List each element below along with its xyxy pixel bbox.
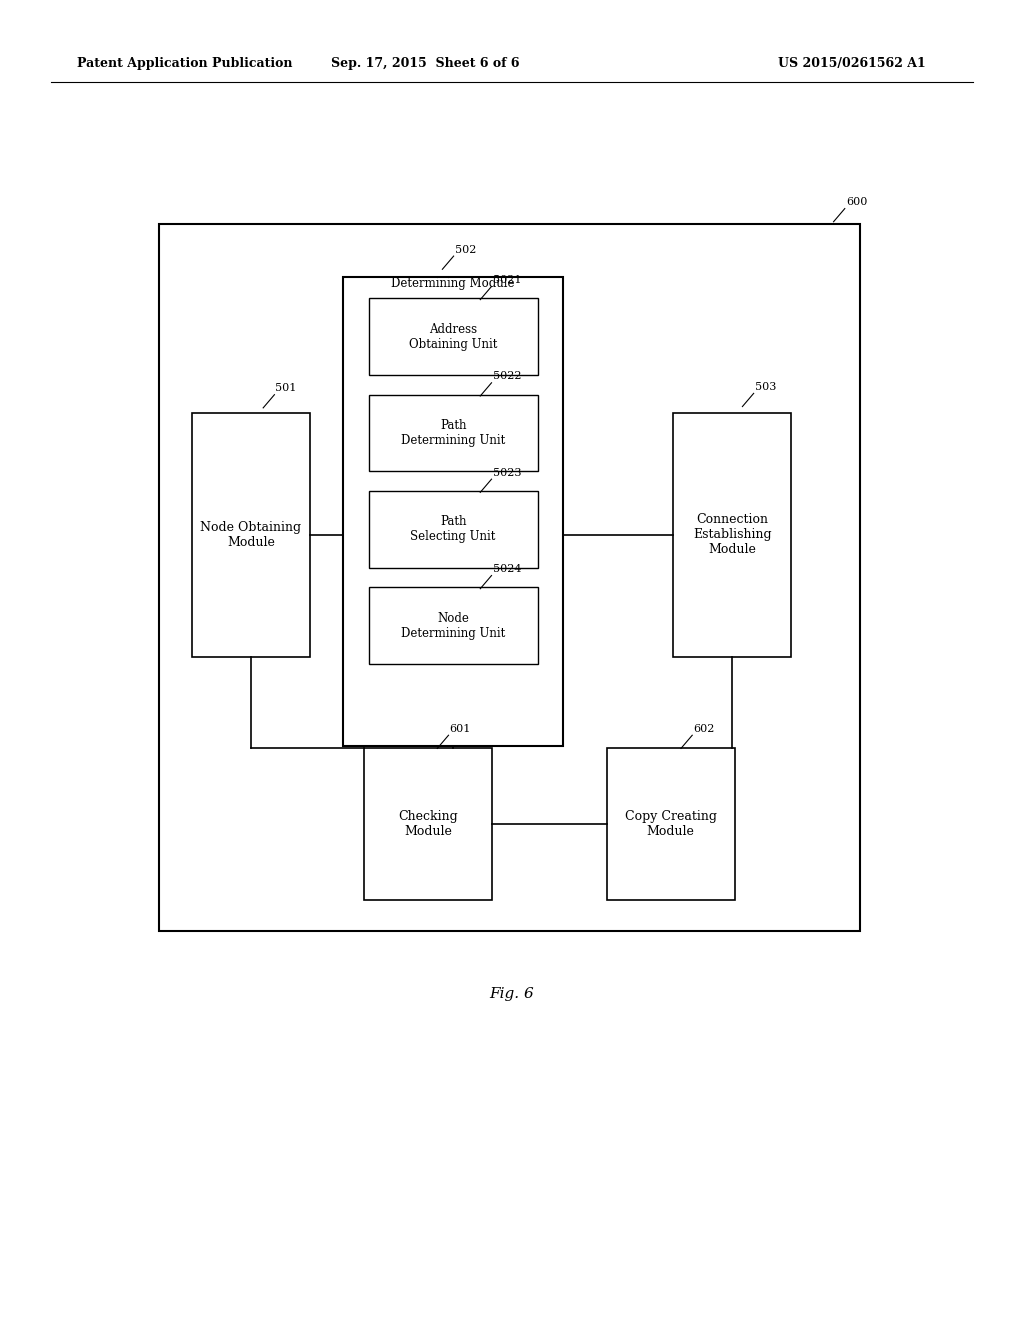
FancyBboxPatch shape — [193, 412, 309, 657]
Text: Connection
Establishing
Module: Connection Establishing Module — [693, 513, 771, 556]
Text: 503: 503 — [755, 381, 776, 392]
Text: Checking
Module: Checking Module — [398, 809, 458, 838]
FancyBboxPatch shape — [369, 298, 538, 375]
FancyBboxPatch shape — [606, 747, 735, 900]
Text: Node Obtaining
Module: Node Obtaining Module — [201, 520, 301, 549]
FancyBboxPatch shape — [369, 587, 538, 664]
Text: Patent Application Publication: Patent Application Publication — [77, 57, 292, 70]
Text: 5021: 5021 — [493, 275, 521, 285]
Text: US 2015/0261562 A1: US 2015/0261562 A1 — [778, 57, 926, 70]
FancyBboxPatch shape — [674, 412, 791, 657]
Text: Sep. 17, 2015  Sheet 6 of 6: Sep. 17, 2015 Sheet 6 of 6 — [331, 57, 519, 70]
Text: Copy Creating
Module: Copy Creating Module — [625, 809, 717, 838]
FancyBboxPatch shape — [369, 395, 538, 471]
Text: 502: 502 — [455, 244, 476, 255]
Text: Node
Determining Unit: Node Determining Unit — [401, 611, 505, 640]
Text: Fig. 6: Fig. 6 — [489, 987, 535, 1001]
Text: 5024: 5024 — [493, 564, 521, 574]
Text: 501: 501 — [275, 383, 297, 393]
Text: Path
Selecting Unit: Path Selecting Unit — [411, 515, 496, 544]
FancyBboxPatch shape — [343, 277, 563, 746]
Text: 5022: 5022 — [493, 371, 521, 381]
FancyBboxPatch shape — [365, 747, 492, 900]
FancyBboxPatch shape — [369, 491, 538, 568]
Text: Address
Obtaining Unit: Address Obtaining Unit — [409, 322, 498, 351]
FancyBboxPatch shape — [159, 224, 860, 931]
Text: 600: 600 — [846, 197, 867, 207]
Text: 601: 601 — [450, 723, 471, 734]
Text: Path
Determining Unit: Path Determining Unit — [401, 418, 505, 447]
Text: 5023: 5023 — [493, 467, 521, 478]
Text: 602: 602 — [693, 723, 715, 734]
Text: Determining Module: Determining Module — [391, 277, 515, 290]
